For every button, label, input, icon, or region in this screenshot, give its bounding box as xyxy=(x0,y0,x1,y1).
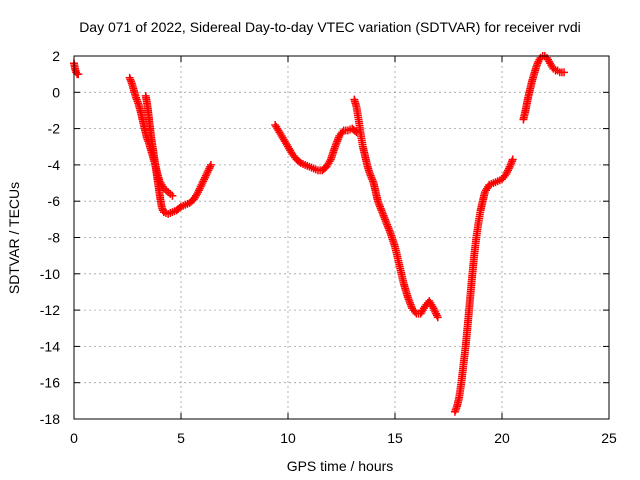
chart-title: Day 071 of 2022, Sidereal Day-to-day VTE… xyxy=(79,19,581,35)
y-tick-label: -10 xyxy=(40,266,60,282)
x-tick-label: 20 xyxy=(494,430,510,446)
y-tick-label: -16 xyxy=(40,375,60,391)
data-point xyxy=(560,68,569,77)
y-tick-label: -12 xyxy=(40,302,60,318)
y-tick-label: -4 xyxy=(48,157,61,173)
x-axis-label: GPS time / hours xyxy=(287,458,394,474)
data-point xyxy=(433,313,442,322)
x-tick-label: 25 xyxy=(601,430,617,446)
y-tick-label: -18 xyxy=(40,411,60,427)
y-tick-label: 2 xyxy=(52,48,60,64)
y-tick-label: -2 xyxy=(48,121,61,137)
data-point xyxy=(168,191,177,200)
x-tick-labels: 0 5 10 15 20 25 xyxy=(70,430,617,446)
y-tick-label: -8 xyxy=(48,230,61,246)
y-tick-label: 0 xyxy=(52,84,60,100)
y-axis-label: SDTVAR / TECUs xyxy=(6,182,22,294)
y-tick-label: -6 xyxy=(48,193,61,209)
data-point xyxy=(508,155,517,164)
y-tick-labels: -18 -16 -14 -12 -10 -8 -6 -4 -2 0 2 xyxy=(40,48,60,427)
x-tick-label: 0 xyxy=(70,430,78,446)
x-tick-label: 5 xyxy=(177,430,185,446)
x-tick-label: 10 xyxy=(280,430,296,446)
data-points xyxy=(70,52,569,416)
x-tick-label: 15 xyxy=(387,430,403,446)
y-tick-label: -14 xyxy=(40,338,60,354)
data-point xyxy=(207,160,215,169)
axis-ticks xyxy=(73,55,610,420)
data-point xyxy=(74,70,83,79)
grid-lines xyxy=(74,56,609,419)
